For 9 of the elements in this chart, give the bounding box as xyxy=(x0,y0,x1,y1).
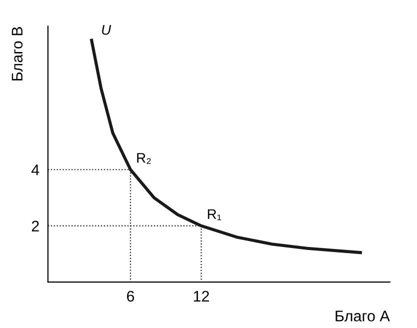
series-label: U xyxy=(102,25,112,35)
annotation: R₂ xyxy=(137,153,151,164)
annotation: R₁ xyxy=(208,209,222,220)
x-tick-label: 12 xyxy=(194,290,209,302)
x-tick-label: 6 xyxy=(127,290,134,302)
y-tick-label: 4 xyxy=(31,164,40,176)
y-axis-title: Благо В xyxy=(12,27,23,80)
x-axis-title: Благо А xyxy=(336,310,390,322)
y-tick-label: 2 xyxy=(32,220,39,232)
